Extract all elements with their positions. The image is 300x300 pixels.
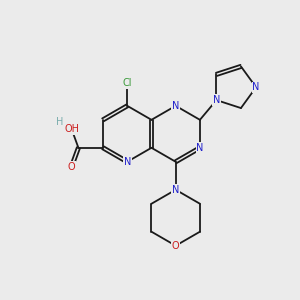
Text: O: O: [172, 241, 179, 251]
Text: N: N: [252, 82, 260, 92]
Text: N: N: [196, 143, 204, 153]
Text: N: N: [124, 157, 131, 167]
Text: O: O: [68, 162, 75, 172]
Text: N: N: [213, 95, 220, 105]
Text: H: H: [56, 117, 64, 127]
Text: OH: OH: [64, 124, 79, 134]
Text: Cl: Cl: [122, 78, 132, 88]
Text: N: N: [172, 101, 179, 111]
Text: N: N: [172, 185, 179, 195]
